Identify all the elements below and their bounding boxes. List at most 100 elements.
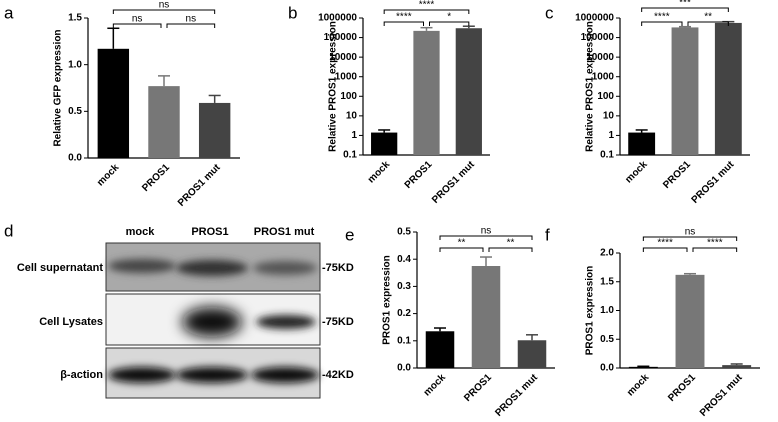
band xyxy=(253,261,317,275)
band xyxy=(182,307,242,337)
chart-panel: c Relative PROS1 expression 0.1 1 10 100 1000 1… xyxy=(545,0,750,206)
significance-label: **** xyxy=(707,238,723,249)
significance-bracket xyxy=(641,21,683,26)
y-tick-label: 1000 xyxy=(335,71,358,82)
lane-label: mock xyxy=(126,226,156,238)
x-tick-label: PROS1 xyxy=(666,372,698,404)
x-tick-label: PROS1 mut xyxy=(430,159,477,206)
significance-bracket xyxy=(112,23,162,28)
blot-panel: d mock PROS1 PROS1 mut Cell supernatant … xyxy=(4,221,354,399)
bar xyxy=(371,132,398,155)
significance-bracket xyxy=(112,9,216,14)
panel-letter: e xyxy=(345,225,354,244)
y-tick-label: 0.0 xyxy=(600,363,614,374)
y-axis-label: PROS1 expression xyxy=(382,255,393,344)
panel-letter: a xyxy=(4,3,14,22)
panel-letter: d xyxy=(4,221,13,240)
bar xyxy=(675,274,705,368)
bar xyxy=(517,340,547,368)
y-tick-label: 1.0 xyxy=(600,305,614,316)
significance-bracket xyxy=(687,21,729,26)
significance-label: **** xyxy=(654,12,670,23)
y-tick-label: 1 xyxy=(608,130,614,141)
y-tick-label: 1000000 xyxy=(318,13,357,24)
lane-label: PROS1 mut xyxy=(254,226,315,238)
significance-label: **** xyxy=(657,238,673,249)
significance-label: ** xyxy=(704,12,712,23)
significance-bracket xyxy=(439,247,484,252)
y-tick-label: 0.5 xyxy=(397,227,411,238)
y-tick-label: 10000 xyxy=(329,52,357,63)
y-axis-label: Relative PROS1 expression xyxy=(585,21,596,152)
x-tick-label: mock xyxy=(366,159,393,186)
significance-bracket xyxy=(642,247,688,252)
significance-bracket xyxy=(383,9,470,14)
significance-label: ns xyxy=(186,14,197,25)
x-tick-label: mock xyxy=(625,372,652,399)
row-label: Cell Lysates xyxy=(39,316,103,328)
significance-label: * xyxy=(447,12,451,23)
significance-label: *** xyxy=(679,0,691,9)
y-tick-label: 0.3 xyxy=(397,281,411,292)
y-tick-label: 100000 xyxy=(581,32,615,43)
chart-panel: e PROS1 expression 0.0 0.1 0.2 0.3 0.4 0.5 mock P… xyxy=(345,225,555,419)
panel-letter: c xyxy=(545,3,554,22)
chart-panel: f PROS1 expression 0.0 0.5 1.0 1.5 2.0 mock PROS… xyxy=(545,225,760,419)
y-tick-label: 0.0 xyxy=(397,363,411,374)
x-tick-label: PROS1 mut xyxy=(690,159,737,206)
significance-bracket xyxy=(166,23,216,28)
y-tick-label: 1 xyxy=(351,130,357,141)
size-label: -42KD xyxy=(322,369,354,381)
significance-bracket xyxy=(641,7,729,12)
x-tick-label: PROS1 mut xyxy=(493,372,540,419)
bar xyxy=(471,266,501,368)
x-tick-label: mock xyxy=(95,162,122,189)
row-label: β-action xyxy=(60,369,103,381)
panel-letter: b xyxy=(288,3,297,22)
y-tick-label: 1000 xyxy=(592,71,615,82)
significance-label: **** xyxy=(419,0,435,11)
y-tick-label: 0.2 xyxy=(397,308,411,319)
y-tick-label: 100000 xyxy=(324,32,358,43)
size-label: -75KD xyxy=(322,262,354,274)
x-tick-label: PROS1 xyxy=(140,162,172,194)
band xyxy=(256,315,316,329)
significance-label: ns xyxy=(132,14,143,25)
band xyxy=(108,259,176,273)
y-tick-label: 1000000 xyxy=(575,13,614,24)
row-label: Cell supernatant xyxy=(17,262,104,274)
y-tick-label: 100 xyxy=(597,91,614,102)
y-axis-label: Relative PROS1 expression xyxy=(328,21,339,152)
significance-label: ns xyxy=(159,0,170,11)
x-tick-label: PROS1 mut xyxy=(176,162,223,209)
y-tick-label: 1.5 xyxy=(68,13,82,24)
y-tick-label: 2.0 xyxy=(600,248,614,259)
y-tick-label: 0.1 xyxy=(397,335,411,346)
bar xyxy=(148,86,180,158)
significance-label: ** xyxy=(507,238,515,249)
y-tick-label: 0.4 xyxy=(397,254,411,265)
y-tick-label: 0.5 xyxy=(68,106,82,117)
bar xyxy=(628,366,658,368)
x-tick-label: PROS1 mut xyxy=(698,372,745,419)
y-tick-label: 10 xyxy=(346,110,358,121)
y-axis-label: PROS1 expression xyxy=(585,266,596,355)
bar xyxy=(722,365,752,368)
y-tick-label: 1.0 xyxy=(68,59,82,70)
y-tick-label: 10 xyxy=(603,110,615,121)
x-tick-label: PROS1 xyxy=(403,159,435,191)
panel-letter: f xyxy=(545,225,550,244)
x-tick-label: PROS1 xyxy=(661,159,693,191)
bar xyxy=(413,30,440,155)
significance-bracket xyxy=(383,21,424,26)
band xyxy=(176,260,248,276)
y-tick-label: 0.0 xyxy=(68,153,82,164)
significance-label: ** xyxy=(458,238,466,249)
bar xyxy=(455,28,482,156)
significance-bracket xyxy=(488,247,533,252)
band xyxy=(251,367,319,383)
band xyxy=(108,367,176,383)
y-tick-label: 100 xyxy=(340,91,357,102)
y-tick-label: 10000 xyxy=(586,52,614,63)
